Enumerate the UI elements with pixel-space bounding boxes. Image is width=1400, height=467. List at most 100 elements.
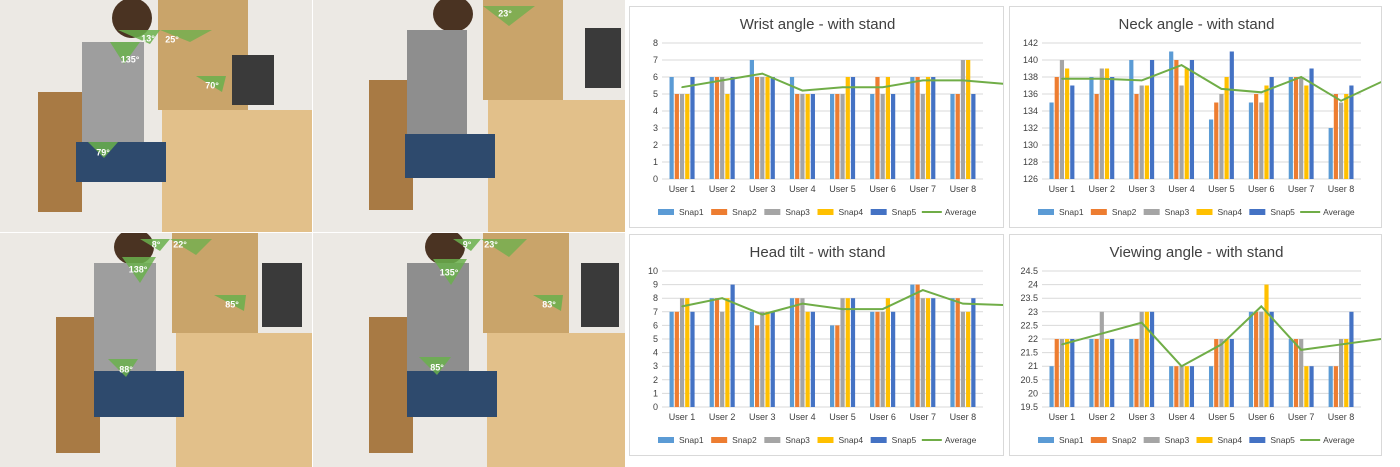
y-tick-label: 0 [653, 402, 658, 412]
average-point [1140, 321, 1143, 324]
y-tick-label: 130 [1023, 140, 1038, 150]
legend-swatch-snap2 [711, 437, 728, 443]
y-tick-label: 136 [1023, 89, 1038, 99]
y-tick-label: 4 [653, 106, 658, 116]
bar-snap3-user-5 [1219, 339, 1224, 407]
x-tick-label: User 5 [829, 184, 856, 194]
hip-angle-overlay [108, 359, 138, 377]
x-tick-label: User 1 [1049, 412, 1076, 422]
desk [162, 110, 312, 232]
person-torso [407, 30, 467, 142]
x-tick-label: User 4 [1168, 184, 1195, 194]
average-point [801, 302, 804, 305]
average-point [1220, 343, 1223, 346]
y-tick-label: 19.5 [1020, 402, 1038, 412]
bar-snap3-user-1 [1059, 60, 1065, 179]
average-point [681, 86, 683, 88]
x-tick-label: User 4 [789, 412, 816, 422]
x-tick-label: User 7 [910, 184, 937, 194]
person-head [425, 233, 465, 265]
bar-snap1-user-1 [1049, 366, 1054, 407]
bar-snap4-user-5 [1224, 77, 1229, 179]
bar-snap5-user-6 [1269, 311, 1274, 407]
wrist-angle-overlay [533, 295, 563, 311]
bar-snap5-user-6 [891, 311, 896, 407]
bar-snap4-user-8 [1344, 339, 1349, 407]
y-tick-label: 7 [653, 55, 658, 65]
average-point [1061, 77, 1063, 80]
bar-snap4-user-5 [845, 77, 850, 179]
average-point [881, 86, 884, 88]
hip-angle-overlay [88, 142, 118, 158]
x-tick-label: User 7 [1288, 184, 1315, 194]
x-tick-label: User 6 [1248, 184, 1275, 194]
average-point [1061, 343, 1063, 346]
head-angle-label: 25° [165, 34, 179, 44]
y-tick-label: 5 [653, 89, 658, 99]
bar-snap2-user-5 [835, 325, 840, 407]
bar-snap5-user-5 [1229, 339, 1234, 407]
x-tick-label: User 1 [669, 412, 696, 422]
bar-snap5-user-2 [1110, 339, 1115, 407]
bar-snap3-user-6 [1259, 311, 1264, 407]
bar-snap5-user-3 [770, 77, 775, 179]
x-tick-label: User 7 [910, 412, 937, 422]
bar-snap4-user-7 [1304, 85, 1309, 179]
chart-title: Wrist angle - with stand [740, 16, 896, 33]
bar-snap1-user-6 [1248, 311, 1254, 407]
chart-title: Viewing angle - with stand [1110, 244, 1284, 261]
bar-snap1-user-6 [1248, 102, 1254, 179]
legend-label-snap5: Snap5 [892, 435, 917, 445]
chair [38, 92, 82, 212]
photo-1: 13° 25° 135° 70° 79° [0, 0, 312, 232]
bar-snap3-user-8 [1338, 339, 1344, 407]
bar-snap4-user-2 [1104, 339, 1110, 407]
x-tick-label: User 7 [1288, 412, 1315, 422]
bar-snap1-user-4 [1169, 51, 1174, 179]
desk [487, 333, 625, 467]
bar-snap1-user-3 [1129, 339, 1134, 407]
bar-snap1-user-6 [870, 311, 875, 407]
legend-swatch-snap5 [870, 209, 887, 215]
bar-snap4-user-6 [885, 77, 891, 179]
average-point [681, 305, 683, 308]
bar-snap3-user-2 [720, 77, 725, 179]
bar-snap3-user-7 [1299, 339, 1304, 407]
bar-snap1-user-5 [1208, 366, 1214, 407]
person-head [112, 0, 152, 38]
bar-snap2-user-6 [1254, 311, 1259, 407]
bar-snap4-user-2 [725, 298, 730, 407]
average-point [1380, 338, 1381, 340]
x-tick-label: User 8 [950, 412, 977, 422]
bar-snap2-user-3 [1134, 94, 1139, 179]
average-point [1180, 365, 1183, 367]
bar-snap5-user-1 [1070, 339, 1075, 407]
bar-snap4-user-3 [1144, 85, 1149, 179]
head-angle-overlay [170, 239, 212, 255]
bar-snap3-user-8 [960, 311, 966, 407]
average-point [761, 313, 764, 316]
bar-snap4-user-2 [725, 94, 730, 179]
chart-title: Head tilt - with stand [750, 244, 886, 261]
y-tick-label: 24.5 [1020, 266, 1038, 276]
y-tick-label: 4 [653, 348, 658, 358]
y-tick-label: 23 [1028, 307, 1038, 317]
bar-snap5-user-3 [770, 311, 775, 407]
bar-snap3-user-3 [760, 311, 765, 407]
legend-swatch-snap2 [711, 209, 728, 215]
back-angle-label: 135° [121, 54, 140, 64]
bar-snap5-user-5 [1229, 51, 1234, 179]
bar-snap5-user-8 [971, 298, 976, 407]
legend-label-average: Average [945, 435, 977, 445]
bar-snap3-user-6 [880, 94, 885, 179]
legend-swatch-snap2 [1090, 209, 1107, 215]
bar-snap4-user-3 [765, 311, 770, 407]
bar-snap1-user-2 [709, 77, 714, 179]
x-tick-label: User 5 [1208, 184, 1235, 194]
legend-label-snap3: Snap3 [785, 435, 810, 445]
bar-snap2-user-1 [674, 311, 679, 407]
average-point [841, 86, 844, 88]
bar-snap1-user-5 [830, 325, 835, 407]
laptop [262, 263, 302, 327]
